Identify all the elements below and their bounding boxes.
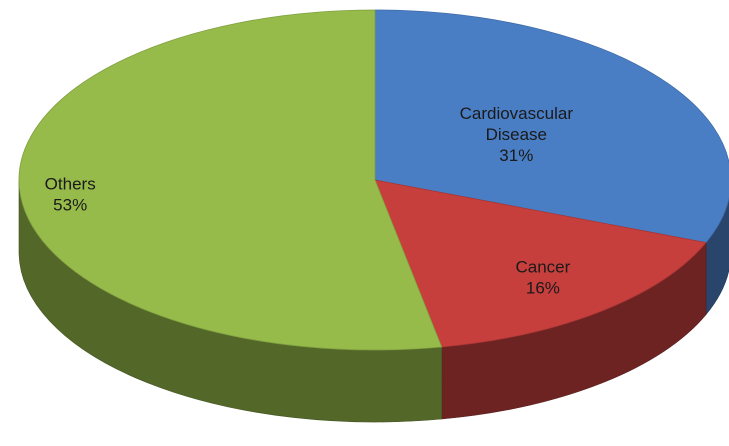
pie-value-label: 53% — [53, 195, 87, 214]
pie-label-others: Others 53% — [45, 174, 96, 214]
pie-value-label: 31% — [499, 146, 533, 165]
pie-slice-cancer — [374, 179, 707, 348]
pie-value-label: 16% — [526, 278, 560, 297]
pie-labels: Cardiovascular Disease 31% Cancer 16% Others 5… — [45, 104, 574, 297]
pie-label-cancer: Cancer 16% — [515, 257, 570, 297]
pie-category-label: Disease — [486, 125, 547, 144]
pie-slice-others — [18, 9, 443, 351]
pie-category-label: Cancer — [515, 257, 570, 276]
pie-label-cardiovascular-disease: Cardiovascular Disease 31% — [460, 104, 574, 165]
pie-slices — [18, 9, 729, 351]
pie-category-label: Others — [45, 174, 96, 193]
pie-category-label: Cardiovascular — [460, 104, 574, 123]
